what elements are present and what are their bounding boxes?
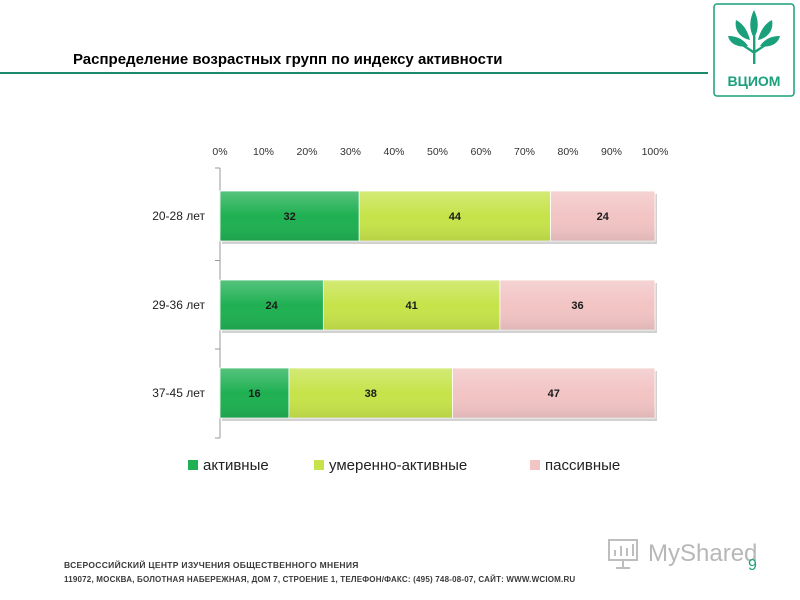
legend-swatch bbox=[188, 460, 198, 470]
legend: активные умеренно-активные пассивные bbox=[188, 457, 620, 474]
watermark-logo bbox=[608, 539, 638, 569]
data-label: 24 bbox=[266, 300, 279, 312]
bar-shading bbox=[323, 280, 500, 330]
data-label: 36 bbox=[571, 300, 583, 312]
data-label: 16 bbox=[248, 388, 260, 400]
x-tick-label: 10% bbox=[253, 146, 274, 158]
bar-shading bbox=[220, 191, 360, 241]
logo-text: ВЦИОМ bbox=[728, 73, 781, 89]
data-label: 32 bbox=[283, 211, 295, 223]
bar-shading bbox=[550, 191, 655, 241]
legend-label: активные bbox=[203, 457, 269, 474]
bar-shading bbox=[452, 368, 655, 418]
legend-swatch bbox=[530, 460, 540, 470]
watermark-text: MyShared bbox=[648, 540, 758, 567]
category-label: 29-36 лет bbox=[152, 298, 205, 312]
bar-shading bbox=[499, 280, 655, 330]
data-label: 47 bbox=[548, 388, 560, 400]
bar-shading bbox=[220, 280, 324, 330]
presentation-icon bbox=[608, 539, 638, 569]
page-title: Распределение возрастных групп по индекс… bbox=[73, 51, 503, 68]
wciom-logo: ВЦИОМ bbox=[713, 3, 795, 97]
x-axis-ticks: 0% 10% 20% 30% 40% 50% 60% 70% 80% 90% 100% bbox=[212, 146, 668, 158]
x-tick-label: 50% bbox=[427, 146, 448, 158]
data-label: 41 bbox=[406, 300, 418, 312]
x-tick-label: 30% bbox=[340, 146, 361, 158]
x-tick-label: 80% bbox=[557, 146, 578, 158]
x-tick-label: 60% bbox=[470, 146, 491, 158]
category-label: 37-45 лет bbox=[152, 386, 205, 400]
data-label: 24 bbox=[597, 211, 610, 223]
legend-label: пассивные bbox=[545, 457, 620, 474]
footer-address: 119072, МОСКВА, БОЛОТНАЯ НАБЕРЕЖНАЯ, ДОМ… bbox=[64, 575, 576, 584]
category-label: 20-28 лет bbox=[152, 209, 205, 223]
data-label: 38 bbox=[365, 388, 377, 400]
y-axis bbox=[215, 167, 221, 439]
legend-swatch bbox=[314, 460, 324, 470]
data-label: 44 bbox=[449, 211, 462, 223]
bar-shading bbox=[220, 368, 289, 418]
tree-icon bbox=[728, 10, 780, 64]
x-tick-label: 100% bbox=[642, 146, 669, 158]
x-tick-label: 90% bbox=[601, 146, 622, 158]
x-tick-label: 40% bbox=[383, 146, 404, 158]
x-tick-label: 70% bbox=[514, 146, 535, 158]
legend-label: умеренно-активные bbox=[329, 457, 467, 474]
bars: 20-28 лет 32 44 24 29-36 лет 24 41 36 37-45 лет 1… bbox=[152, 190, 657, 421]
x-tick-label: 0% bbox=[212, 146, 227, 158]
page-number: 9 bbox=[748, 557, 757, 574]
bar-shading bbox=[359, 191, 551, 241]
title-divider bbox=[0, 72, 708, 74]
footer-org-name: ВСЕРОССИЙСКИЙ ЦЕНТР ИЗУЧЕНИЯ ОБЩЕСТВЕННО… bbox=[64, 560, 359, 570]
x-tick-label: 20% bbox=[296, 146, 317, 158]
bar-shading bbox=[288, 368, 453, 418]
